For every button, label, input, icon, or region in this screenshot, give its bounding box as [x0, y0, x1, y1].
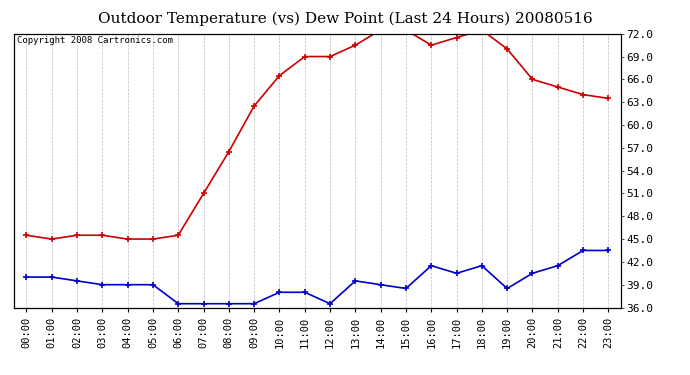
Text: Copyright 2008 Cartronics.com: Copyright 2008 Cartronics.com: [17, 36, 172, 45]
Text: Outdoor Temperature (vs) Dew Point (Last 24 Hours) 20080516: Outdoor Temperature (vs) Dew Point (Last…: [97, 11, 593, 26]
